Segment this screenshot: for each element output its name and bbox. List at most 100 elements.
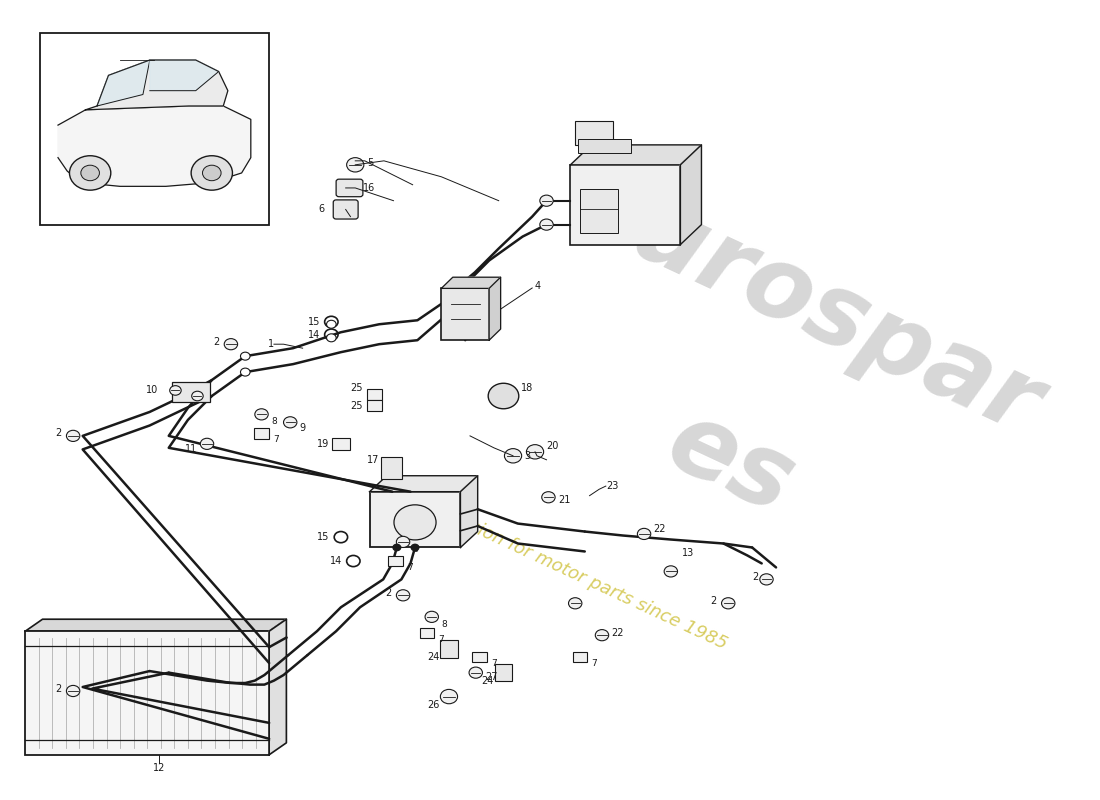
FancyBboxPatch shape <box>333 200 359 219</box>
Circle shape <box>224 338 238 350</box>
Text: 1: 1 <box>267 339 274 349</box>
Text: 22: 22 <box>653 524 667 534</box>
Bar <box>579 138 630 153</box>
Circle shape <box>505 449 521 463</box>
Circle shape <box>241 352 250 360</box>
Text: 21: 21 <box>558 494 571 505</box>
Text: 8: 8 <box>412 545 418 554</box>
Bar <box>573 651 587 662</box>
Circle shape <box>284 417 297 428</box>
Text: 26: 26 <box>427 699 439 710</box>
Text: 7: 7 <box>491 658 497 667</box>
Text: 19: 19 <box>317 439 329 449</box>
Bar <box>420 628 434 638</box>
Text: 25: 25 <box>351 383 363 393</box>
Polygon shape <box>370 476 477 492</box>
Circle shape <box>327 334 337 342</box>
Text: 8: 8 <box>441 619 447 629</box>
Text: 13: 13 <box>682 548 694 558</box>
Text: 7: 7 <box>273 435 278 444</box>
Text: 8: 8 <box>271 417 277 426</box>
Circle shape <box>327 320 337 328</box>
Bar <box>366 389 382 400</box>
Circle shape <box>191 391 204 401</box>
Text: eurospar: eurospar <box>557 154 1055 455</box>
Polygon shape <box>270 619 286 754</box>
Text: a passion for motor parts since 1985: a passion for motor parts since 1985 <box>422 497 730 654</box>
Circle shape <box>760 574 773 585</box>
Circle shape <box>66 686 80 697</box>
Bar <box>172 382 210 402</box>
Polygon shape <box>97 60 150 106</box>
Circle shape <box>722 598 735 609</box>
Circle shape <box>411 544 419 550</box>
Text: 12: 12 <box>153 763 165 774</box>
Text: 14: 14 <box>308 330 320 340</box>
Bar <box>366 400 382 410</box>
Bar <box>388 556 403 566</box>
Bar <box>571 165 681 245</box>
Text: 27: 27 <box>485 673 498 682</box>
Circle shape <box>440 690 458 704</box>
Text: 2: 2 <box>55 429 62 438</box>
Circle shape <box>488 383 519 409</box>
Bar <box>441 288 490 340</box>
Text: 4: 4 <box>535 282 541 291</box>
Text: 20: 20 <box>547 442 559 451</box>
Circle shape <box>595 630 608 641</box>
Bar <box>332 438 350 450</box>
Text: 2: 2 <box>711 596 717 606</box>
Circle shape <box>527 445 543 459</box>
Polygon shape <box>490 278 500 340</box>
Circle shape <box>469 667 483 678</box>
Bar <box>370 492 461 547</box>
Circle shape <box>569 598 582 609</box>
Circle shape <box>637 528 651 539</box>
Bar <box>381 457 403 479</box>
Text: 2: 2 <box>385 588 392 598</box>
Text: es: es <box>651 393 808 534</box>
Bar <box>440 640 458 658</box>
Bar <box>254 428 268 438</box>
Circle shape <box>66 430 80 442</box>
Circle shape <box>80 166 99 181</box>
Text: 7: 7 <box>592 658 597 667</box>
Polygon shape <box>461 476 477 547</box>
Text: 7: 7 <box>407 563 412 572</box>
Text: 18: 18 <box>520 383 532 393</box>
Bar <box>575 121 614 145</box>
Circle shape <box>169 386 182 395</box>
Circle shape <box>396 536 410 547</box>
Circle shape <box>200 438 213 450</box>
Text: 17: 17 <box>366 454 379 465</box>
Text: 24: 24 <box>427 652 439 662</box>
Circle shape <box>394 505 436 540</box>
Text: 15: 15 <box>308 317 320 327</box>
Circle shape <box>255 409 268 420</box>
Circle shape <box>540 219 553 230</box>
Polygon shape <box>58 106 251 186</box>
Polygon shape <box>441 278 500 288</box>
Text: 15: 15 <box>317 532 329 542</box>
Text: 22: 22 <box>612 628 624 638</box>
Circle shape <box>346 158 364 172</box>
Circle shape <box>540 195 553 206</box>
Text: 16: 16 <box>363 183 375 193</box>
Polygon shape <box>571 145 702 165</box>
Circle shape <box>69 156 111 190</box>
Bar <box>472 651 486 662</box>
Text: 11: 11 <box>185 445 197 454</box>
Bar <box>495 664 513 682</box>
Text: 2: 2 <box>752 572 759 582</box>
Circle shape <box>664 566 678 577</box>
Bar <box>25 631 270 754</box>
Text: 10: 10 <box>146 386 158 395</box>
Text: 23: 23 <box>606 481 618 491</box>
Text: 6: 6 <box>319 205 324 214</box>
Text: 3: 3 <box>525 451 530 461</box>
Circle shape <box>541 492 556 503</box>
Text: 2: 2 <box>213 337 219 347</box>
Text: 14: 14 <box>330 556 342 566</box>
Polygon shape <box>681 145 702 245</box>
Bar <box>40 34 270 225</box>
